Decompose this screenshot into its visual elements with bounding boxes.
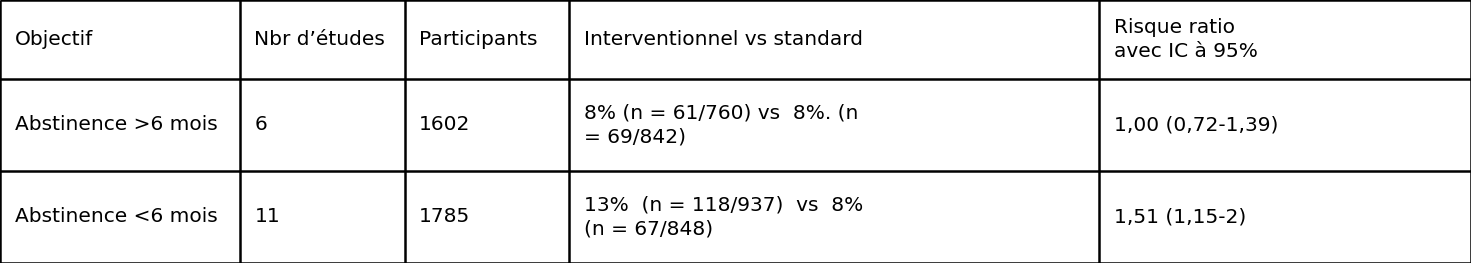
Text: 13%  (n = 118/937)  vs  8%
(n = 67/848): 13% (n = 118/937) vs 8% (n = 67/848) (584, 196, 863, 238)
Text: 6: 6 (254, 115, 268, 134)
Text: Nbr d’études: Nbr d’études (254, 30, 385, 49)
Text: Objectif: Objectif (15, 30, 93, 49)
Text: 1,00 (0,72-1,39): 1,00 (0,72-1,39) (1114, 115, 1278, 134)
Text: 1785: 1785 (419, 208, 471, 226)
Text: Participants: Participants (419, 30, 538, 49)
Text: Interventionnel vs standard: Interventionnel vs standard (584, 30, 863, 49)
Text: Risque ratio
avec IC à 95%: Risque ratio avec IC à 95% (1114, 18, 1258, 61)
Text: 8% (n = 61/760) vs  8%. (n
= 69/842): 8% (n = 61/760) vs 8%. (n = 69/842) (584, 104, 859, 146)
Text: 1602: 1602 (419, 115, 471, 134)
Text: 11: 11 (254, 208, 281, 226)
Text: Abstinence >6 mois: Abstinence >6 mois (15, 115, 218, 134)
Text: Abstinence <6 mois: Abstinence <6 mois (15, 208, 218, 226)
Text: 1,51 (1,15-2): 1,51 (1,15-2) (1114, 208, 1246, 226)
